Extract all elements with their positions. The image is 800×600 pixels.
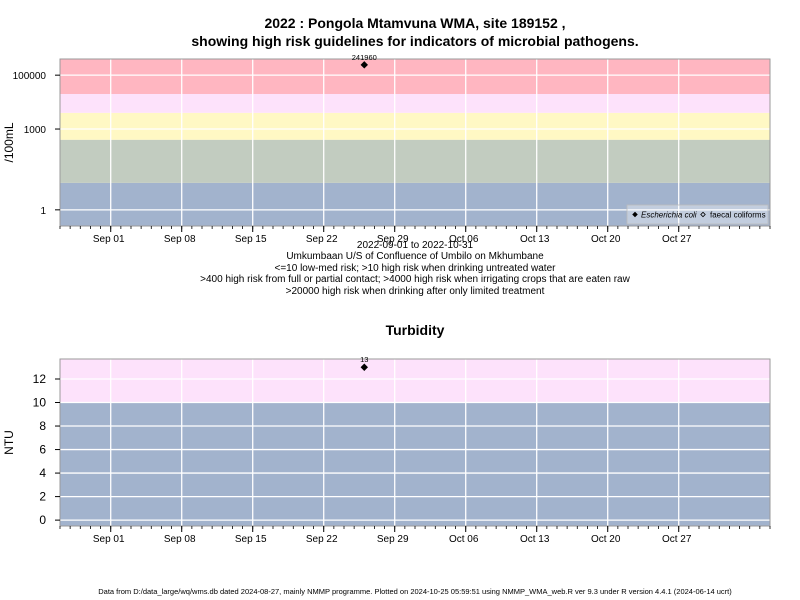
turbidity-y-tick-label: 0: [39, 513, 46, 527]
legend-label-1: Escherichia coli: [641, 211, 697, 220]
microbial-y-tick-label: 100000: [13, 71, 47, 82]
chart-title-line-1: 2022 : Pongola Mtamvuna WMA, site 189152…: [264, 15, 566, 31]
chart-title: 2022 : Pongola Mtamvuna WMA, site 189152…: [0, 14, 800, 50]
guideline-note-drinking: <=10 low-med risk; >10 high risk when dr…: [274, 262, 556, 274]
microbial-x-tick-label: Sep 22: [306, 234, 338, 245]
turbidity-risk-band-2: [60, 359, 770, 403]
turbidity-chart: 0 2 4 6 8 10 12 Sep 01 Sep 08 Sep 15 Sep 22 Sep 29 O…: [2, 355, 771, 545]
legend-box: [626, 204, 769, 225]
turbidity-y-tick-label: 2: [39, 490, 46, 504]
turbidity-x-tick-label: Oct 20: [591, 534, 621, 545]
turbidity-x-tick-label: Sep 08: [164, 534, 196, 545]
turbidity-y-tick-label: 4: [39, 466, 46, 480]
legend-marker-1: [632, 211, 638, 218]
turbidity-chart-title: Turbidity: [385, 322, 445, 338]
microbial-risk-band-5: [60, 59, 770, 94]
microbial-x-tick-label: Sep 01: [93, 234, 125, 245]
microbial-x-tick-label: Sep 29: [377, 234, 409, 245]
microbial-risk-band-1: [60, 182, 770, 226]
microbial-data-point: [360, 61, 368, 69]
guideline-note-limited-treatment: >20000 high risk when drinking after onl…: [285, 285, 545, 297]
microbial-x-tick-label: Oct 27: [662, 234, 692, 245]
microbial-risk-band-2: [60, 139, 770, 183]
footer-note: Data from D:/data_large/wq/wms.db dated …: [98, 587, 732, 596]
site-name-note: Umkumbaan U/S of Confluence of Umbilo on…: [286, 251, 544, 263]
microbial-chart-notes: 2022-09-01 to 2022-10-31 Umkumbaan U/S o…: [60, 240, 770, 297]
microbial-data-label: 241960: [352, 53, 377, 62]
turbidity-x-tick-label: Sep 01: [93, 534, 125, 545]
microbial-y-axis-label: /100mL: [2, 122, 16, 162]
turbidity-x-tick-label: Sep 15: [235, 534, 267, 545]
microbial-x-tick-label: Sep 08: [164, 234, 196, 245]
turbidity-x-tick-label: Oct 27: [662, 534, 692, 545]
microbial-y-tick-label: 1000: [24, 125, 47, 136]
turbidity-x-tick-label: Oct 13: [520, 534, 550, 545]
turbidity-y-tick-label: 10: [33, 396, 47, 410]
legend-marker-2: [700, 211, 706, 218]
microbial-chart: 1 1000 100000 Sep 01 Sep 08 Sep 15 Sep 22 Sep 2…: [2, 53, 771, 245]
turbidity-x-tick-label: Oct 06: [449, 534, 479, 545]
microbial-legend: Escherichia coli faecal coliforms: [626, 204, 769, 225]
turbidity-y-tick-label: 8: [39, 419, 46, 433]
microbial-x-tick-label: Oct 06: [449, 234, 479, 245]
turbidity-y-tick-label: 12: [33, 372, 47, 386]
turbidity-data-label: 13: [360, 355, 368, 364]
microbial-y-tick-label: 1: [40, 206, 46, 217]
guideline-note-contact: >400 high risk from full or partial cont…: [200, 274, 630, 286]
microbial-risk-band-4: [60, 93, 770, 113]
turbidity-x-tick-label: Sep 22: [306, 534, 338, 545]
turbidity-data-point: [360, 363, 368, 371]
microbial-x-tick-label: Sep 15: [235, 234, 267, 245]
turbidity-y-axis-label: NTU: [2, 430, 16, 455]
legend-label-2: faecal coliforms: [710, 211, 766, 220]
turbidity-y-tick-label: 6: [39, 443, 46, 457]
microbial-x-tick-label: Oct 13: [520, 234, 550, 245]
microbial-risk-band-3: [60, 112, 770, 140]
microbial-x-tick-label: Oct 20: [591, 234, 621, 245]
turbidity-risk-band-1: [60, 402, 770, 526]
turbidity-x-tick-label: Sep 29: [377, 534, 409, 545]
date-range-note: 2022-09-01 to 2022-10-31: [356, 240, 474, 251]
chart-title-line-2: showing high risk guidelines for indicat…: [191, 33, 639, 49]
